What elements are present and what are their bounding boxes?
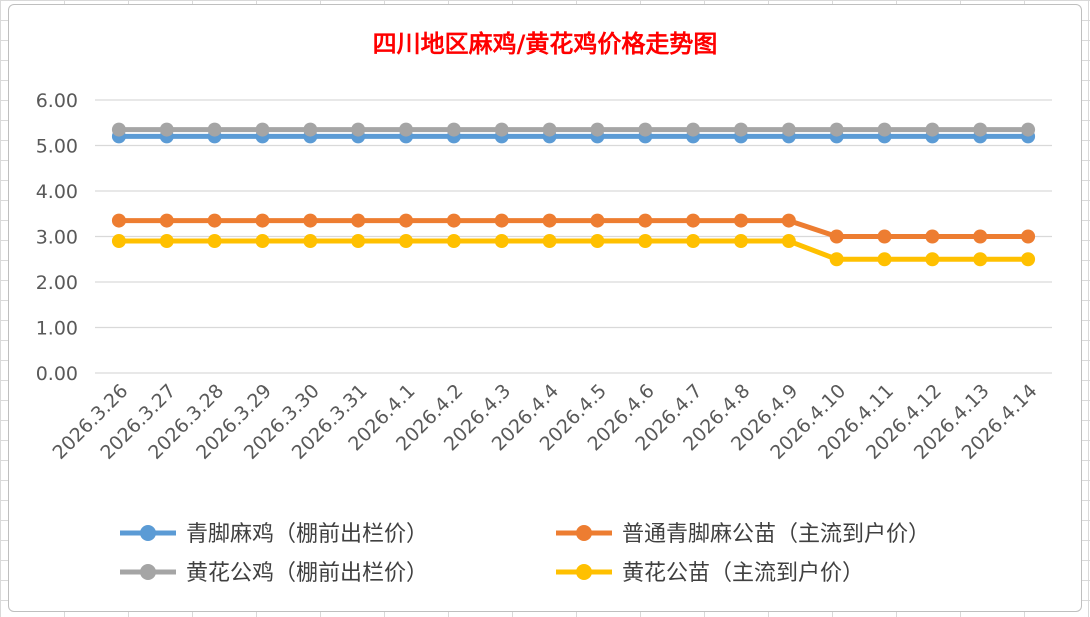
y-tick-label: 2.00 — [36, 272, 78, 294]
data-point — [303, 213, 318, 228]
data-point — [925, 229, 940, 244]
data-point — [1021, 252, 1036, 267]
legend: 青脚麻鸡（棚前出栏价） 普通青脚麻公苗（主流到户价） 黄花公鸡（棚前出栏价） 黄花公苗… — [120, 522, 930, 586]
data-point — [207, 122, 222, 137]
data-point — [733, 234, 748, 249]
data-point — [638, 234, 653, 249]
data-point — [351, 122, 366, 137]
legend-marker — [576, 525, 592, 541]
series-lines — [111, 122, 1036, 267]
series-1 — [111, 213, 1036, 244]
data-point — [255, 122, 270, 137]
legend-marker — [140, 525, 156, 541]
data-point — [590, 213, 605, 228]
legend-marker — [140, 564, 156, 580]
data-point — [781, 122, 796, 137]
data-point — [255, 213, 270, 228]
legend-label: 青脚麻鸡（棚前出栏价） — [186, 522, 428, 547]
data-point — [399, 213, 414, 228]
series-2 — [111, 122, 1036, 137]
y-tick-label: 3.00 — [36, 227, 78, 249]
data-point — [207, 213, 222, 228]
data-point — [590, 122, 605, 137]
data-point — [446, 122, 461, 137]
data-point — [542, 213, 557, 228]
data-point — [494, 122, 509, 137]
data-point — [638, 213, 653, 228]
series-line — [118, 238, 1029, 262]
y-tick-label: 1.00 — [36, 318, 78, 340]
y-axis-ticks: 0.00 1.00 2.00 3.00 4.00 5.00 6.00 — [36, 90, 78, 385]
data-point — [351, 213, 366, 228]
data-point — [638, 122, 653, 137]
data-point — [973, 252, 988, 267]
data-point — [1021, 122, 1036, 137]
data-point — [925, 122, 940, 137]
legend-label: 黄花公苗（主流到户价） — [622, 561, 864, 586]
data-point — [542, 234, 557, 249]
series-3 — [111, 234, 1036, 267]
data-point — [877, 122, 892, 137]
data-point — [159, 122, 174, 137]
data-point — [159, 213, 174, 228]
legend-label: 普通青脚麻公苗（主流到户价） — [622, 522, 930, 547]
data-point — [781, 213, 796, 228]
data-point — [159, 234, 174, 249]
legend-marker — [576, 564, 592, 580]
legend-entry[interactable]: 黄花公苗（主流到户价） — [556, 561, 864, 586]
y-tick-label: 4.00 — [36, 181, 78, 203]
data-point — [781, 234, 796, 249]
data-point — [399, 122, 414, 137]
series-line — [118, 218, 1029, 239]
data-point — [877, 229, 892, 244]
data-point — [494, 213, 509, 228]
data-point — [111, 234, 126, 249]
data-point — [925, 252, 940, 267]
y-tick-label: 6.00 — [36, 90, 78, 112]
data-point — [494, 234, 509, 249]
data-point — [829, 122, 844, 137]
data-point — [590, 234, 605, 249]
x-axis-ticks: 2026.3.262026.3.272026.3.282026.3.292026… — [49, 380, 1042, 464]
data-point — [1021, 229, 1036, 244]
data-point — [686, 213, 701, 228]
chart-title: 四川地区麻鸡/黄花鸡价格走势图 — [373, 30, 718, 58]
data-point — [686, 122, 701, 137]
data-point — [446, 234, 461, 249]
data-point — [303, 122, 318, 137]
data-point — [877, 252, 892, 267]
y-tick-label: 5.00 — [36, 136, 78, 158]
data-point — [829, 252, 844, 267]
data-point — [733, 122, 748, 137]
data-point — [973, 122, 988, 137]
gridlines — [95, 99, 1052, 374]
data-point — [255, 234, 270, 249]
legend-label: 黄花公鸡（棚前出栏价） — [186, 561, 428, 586]
data-point — [973, 229, 988, 244]
data-point — [446, 213, 461, 228]
data-point — [829, 229, 844, 244]
legend-entry[interactable]: 普通青脚麻公苗（主流到户价） — [556, 522, 930, 547]
data-point — [351, 234, 366, 249]
legend-entry[interactable]: 青脚麻鸡（棚前出栏价） — [120, 522, 428, 547]
data-point — [733, 213, 748, 228]
data-point — [303, 234, 318, 249]
data-point — [542, 122, 557, 137]
data-point — [207, 234, 222, 249]
data-point — [111, 122, 126, 137]
data-point — [111, 213, 126, 228]
data-point — [399, 234, 414, 249]
y-tick-label: 0.00 — [36, 363, 78, 385]
legend-entry[interactable]: 黄花公鸡（棚前出栏价） — [120, 561, 428, 586]
data-point — [686, 234, 701, 249]
chart-area[interactable] — [8, 4, 1082, 612]
